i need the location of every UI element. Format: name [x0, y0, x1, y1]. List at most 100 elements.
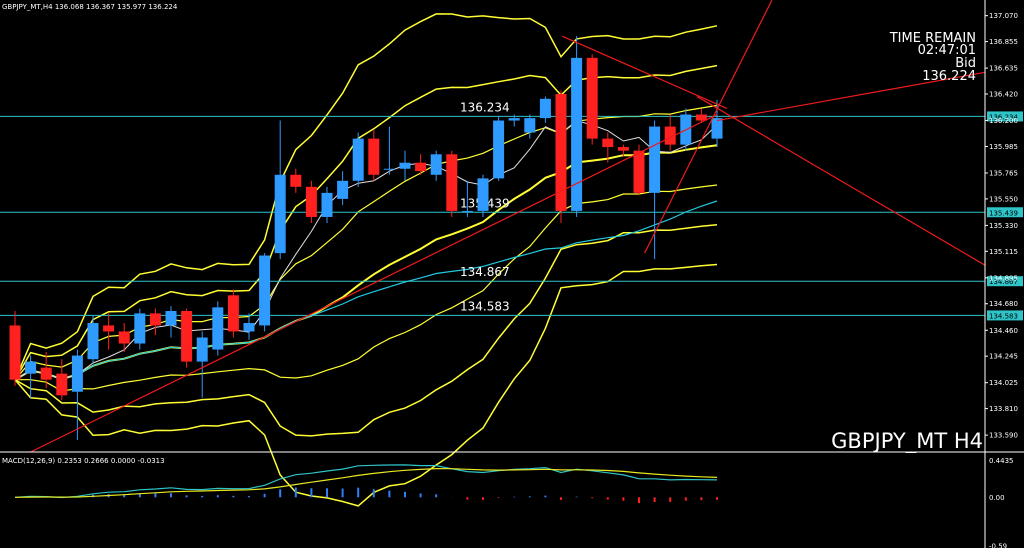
candle-body — [664, 126, 676, 145]
axis-tick-label: 134.895 — [989, 274, 1018, 282]
candle-body — [259, 255, 271, 326]
axis-tick-label: 135.330 — [989, 222, 1018, 230]
candle-body — [695, 114, 707, 121]
axis-tick-label: 134.025 — [989, 379, 1018, 387]
candle-body — [368, 138, 380, 175]
axis-tick-label: 135.115 — [989, 248, 1018, 256]
axis-tick-label: 133.810 — [989, 405, 1018, 413]
candle-body — [9, 325, 21, 380]
candle-body — [337, 180, 349, 199]
macd-tick-label: 0.00 — [989, 494, 1005, 502]
macd-panel: 0.4435 0.00 -0.59 — [14, 457, 1014, 548]
candle-body — [149, 313, 161, 326]
candle-body — [227, 295, 239, 332]
candle-body — [399, 162, 411, 169]
candle-body — [617, 147, 629, 151]
price-level-badge — [987, 111, 1023, 122]
axis-tick-label: 136.420 — [989, 91, 1018, 99]
candle-body — [118, 331, 130, 344]
candle-body — [87, 323, 99, 360]
candle-body — [165, 310, 177, 326]
axis-tick-label: 133.590 — [989, 432, 1018, 440]
axis-tick-label: 134.460 — [989, 327, 1018, 335]
price-level-badge-label: 136.234 — [989, 113, 1018, 121]
trend-line-steep — [644, 0, 773, 254]
candle-body — [477, 178, 489, 211]
price-level-label: 134.867 — [460, 265, 510, 279]
price-level-badge-label: 134.583 — [989, 312, 1018, 320]
axis-tick-label: 134.245 — [989, 353, 1018, 361]
candle-body — [103, 325, 115, 332]
candle-body — [40, 367, 52, 380]
trend-line-down — [696, 95, 986, 266]
candle-body — [181, 310, 193, 362]
time-remain-label: TIME REMAIN — [889, 31, 976, 46]
axis-tick-label: 135.765 — [989, 169, 1018, 177]
bid-value: 136.224 — [922, 69, 976, 84]
band-lower-2 — [14, 223, 718, 437]
ma-short-line — [14, 120, 718, 381]
candle-body — [290, 174, 302, 187]
trend-line-upper — [561, 35, 728, 110]
price-level-label: 134.583 — [460, 299, 510, 313]
trend-line-ext — [716, 71, 986, 122]
ma-long-line — [14, 200, 718, 381]
price-level-badge-label: 134.867 — [989, 278, 1018, 286]
candle-body — [493, 120, 505, 179]
candle-body — [56, 373, 68, 396]
macd-main-line — [14, 464, 718, 499]
trend-lines — [30, 0, 986, 453]
axis-tick-label: 136.635 — [989, 65, 1018, 73]
candle-body — [243, 323, 255, 332]
candle-body — [649, 126, 661, 193]
axis-tick-label: 135.985 — [989, 143, 1018, 151]
bid-label: Bid — [955, 56, 976, 71]
axis-tick-label: 136.200 — [989, 117, 1018, 125]
candle-body — [633, 150, 645, 193]
macd-tick-label: 0.4435 — [989, 457, 1014, 465]
macd-signal-line — [14, 467, 718, 498]
axis-tick-label: 137.070 — [989, 12, 1018, 20]
price-level-badge — [987, 207, 1023, 218]
price-level-badge — [987, 276, 1023, 287]
candle-body — [415, 162, 427, 172]
axis-tick-label: 134.680 — [989, 300, 1018, 308]
candle-body — [571, 57, 583, 211]
candle-body — [383, 168, 395, 170]
axis-tick-label: 135.550 — [989, 195, 1018, 203]
price-levels: 136.234136.234135.439135.439134.867134.8… — [0, 100, 1023, 321]
candle-body — [212, 307, 224, 350]
candle-body — [352, 138, 364, 181]
trend-line-up — [30, 113, 718, 453]
macd-tick-label: -0.59 — [989, 543, 1007, 548]
time-remain-value: 02:47:01 — [918, 43, 976, 58]
band-upper-2 — [14, 64, 718, 381]
candle-body — [196, 337, 208, 362]
price-level-label: 136.234 — [460, 100, 510, 114]
candle-body — [134, 313, 146, 344]
candle-body — [524, 118, 536, 133]
indicator-lines — [14, 13, 718, 507]
band-lower-1 — [15, 184, 718, 392]
candle-body — [25, 361, 37, 374]
candle-body — [539, 98, 551, 119]
candle-body — [321, 192, 333, 217]
band-lower-3 — [14, 263, 718, 507]
candle-body — [586, 57, 598, 139]
chart-header: GBPJPY_MT,H4 136.068 136.367 135.977 136… — [2, 3, 178, 11]
candle-body — [274, 174, 286, 254]
candle-body — [508, 118, 520, 121]
candles — [9, 36, 723, 440]
price-level-badge — [987, 310, 1023, 321]
candle-body — [711, 118, 723, 139]
candle-body — [71, 355, 83, 392]
axis-tick-label: 136.855 — [989, 38, 1018, 46]
candle-body — [446, 154, 458, 211]
candle-body — [305, 186, 317, 217]
price-level-badge-label: 135.439 — [989, 209, 1018, 217]
candle-body — [555, 94, 567, 211]
symbol-label: GBPJPY_MT H4 — [831, 429, 983, 454]
